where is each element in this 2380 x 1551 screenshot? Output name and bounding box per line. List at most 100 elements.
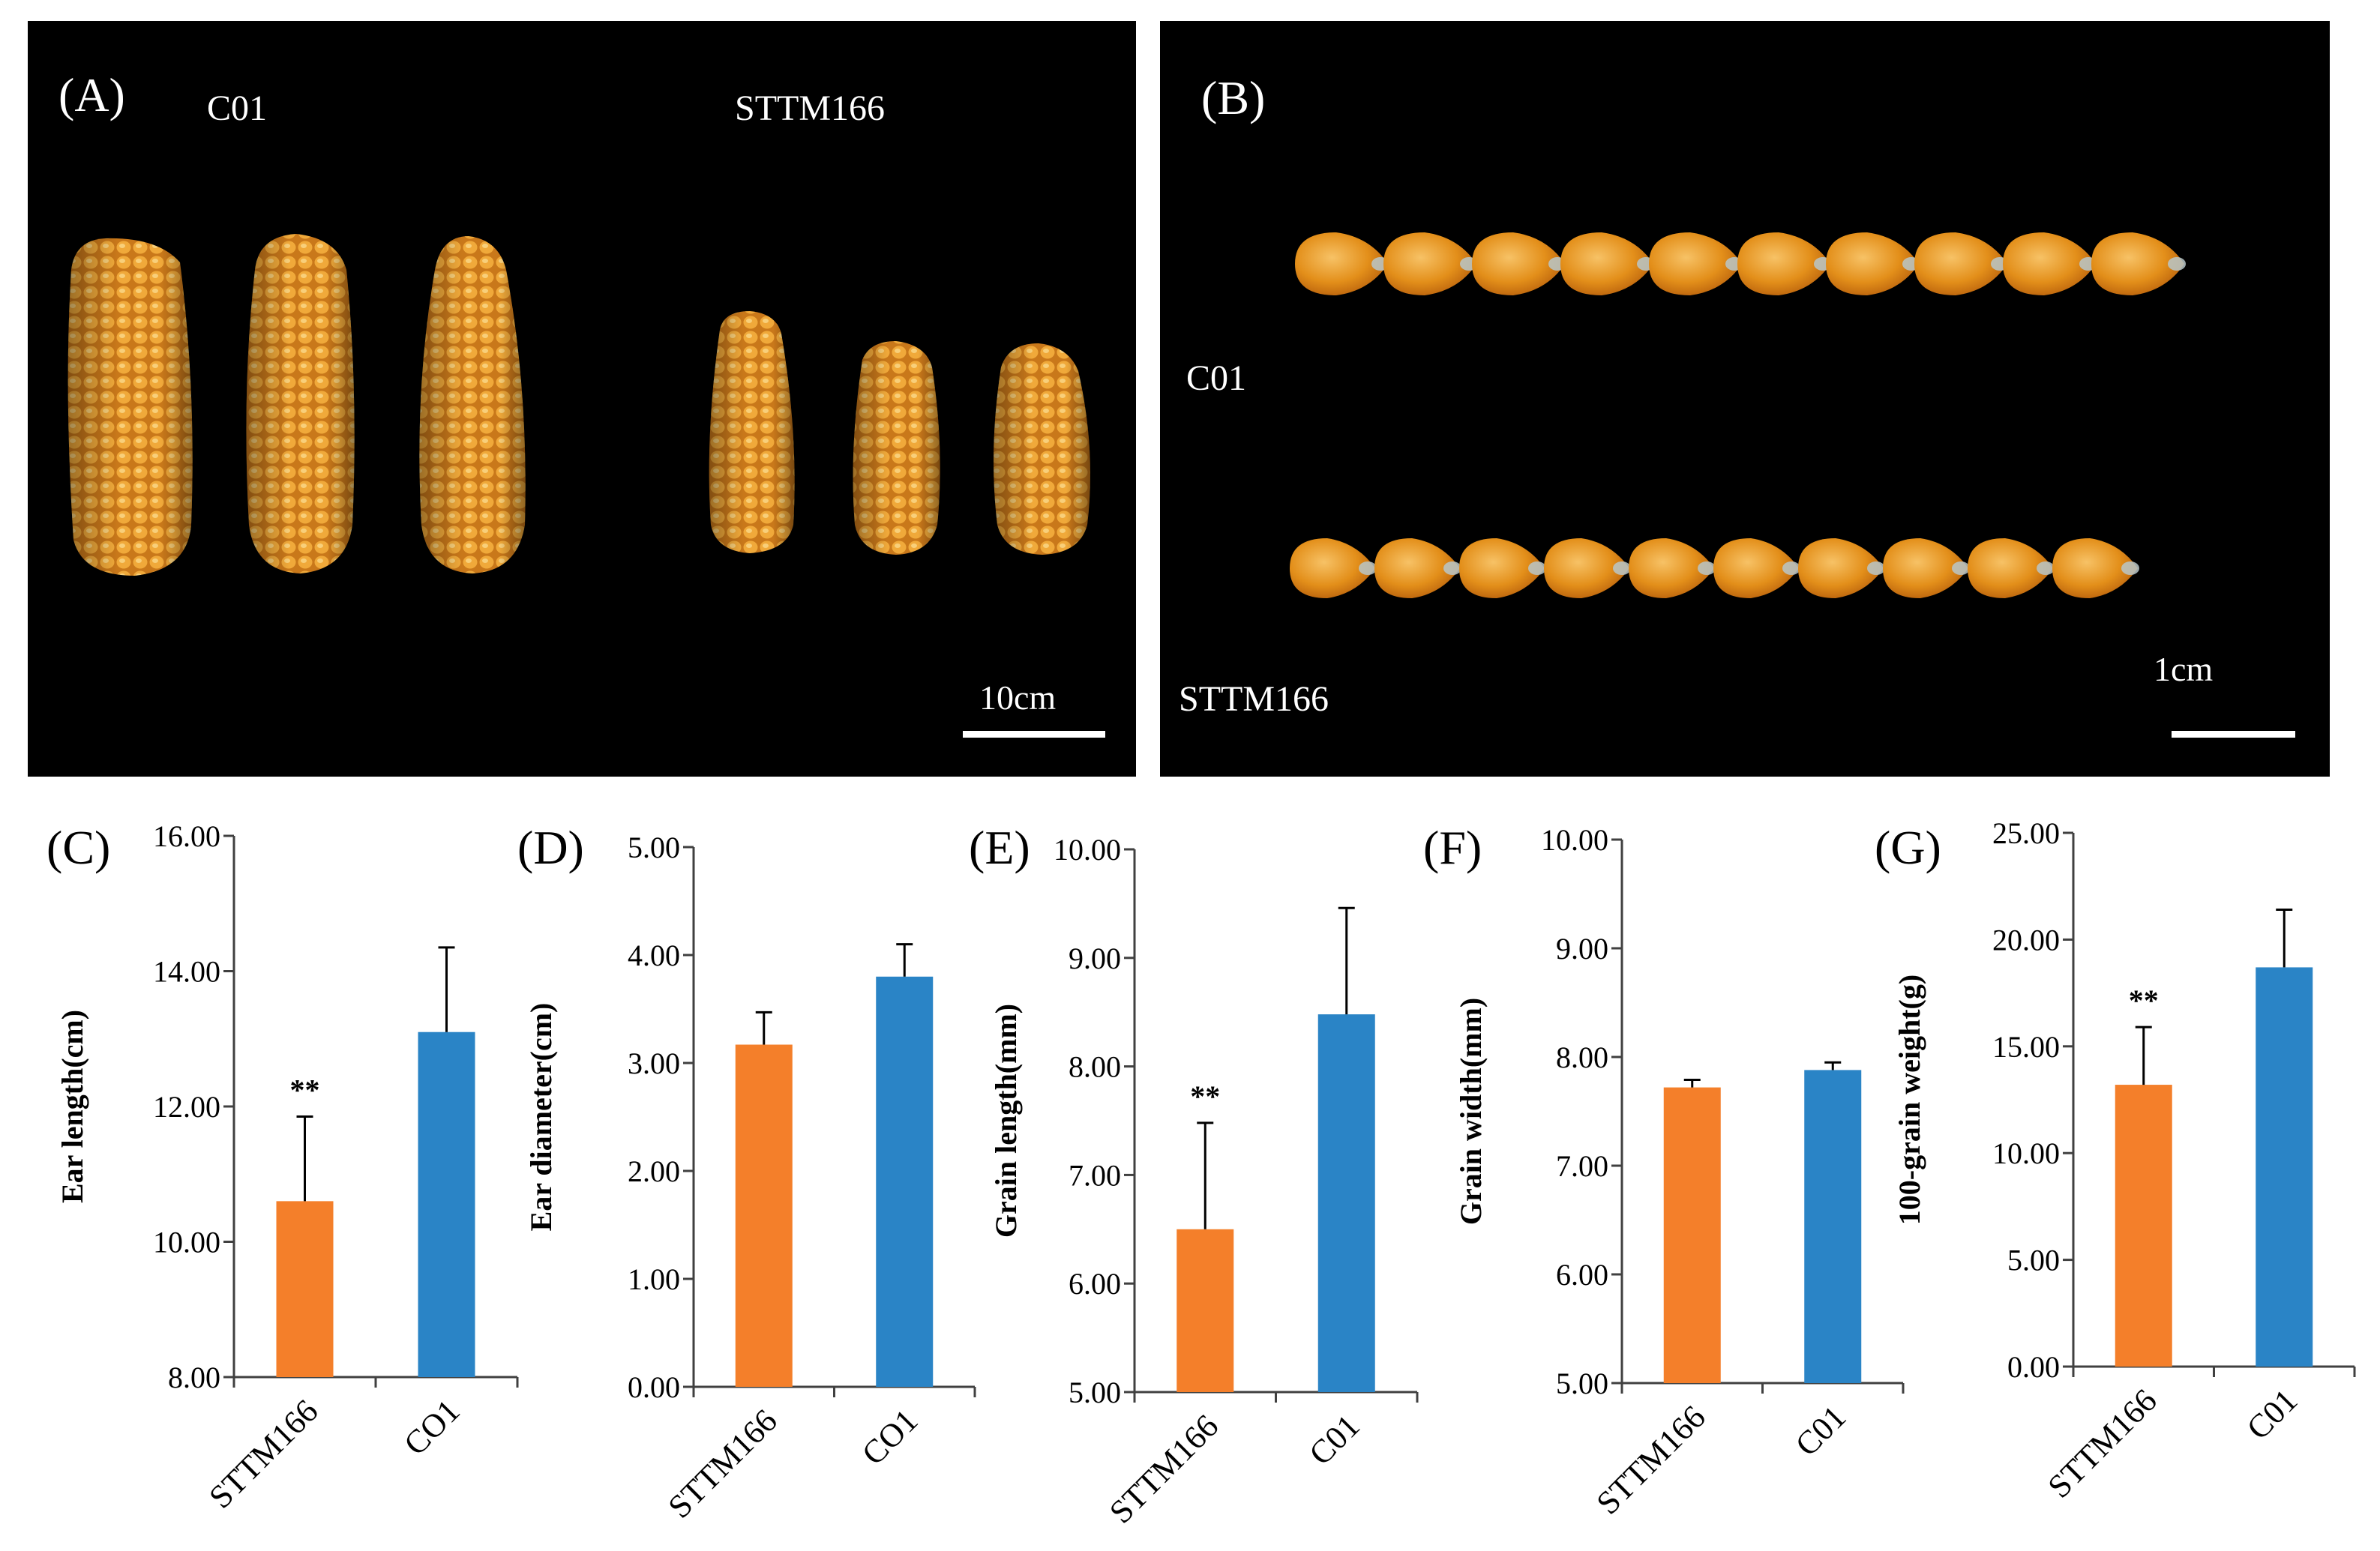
chart-c: (C) 8.00 10.00 12.00 14.00 16.00 Ear length(cm… [46, 819, 519, 1516]
y-tick-label: 14.00 [153, 955, 220, 989]
y-tick-label: 0.00 [628, 1370, 680, 1404]
y-tick-label: 12.00 [153, 1090, 220, 1124]
y-tick-label: 5.00 [1556, 1367, 1608, 1400]
c01-kernel-1 [1295, 232, 1389, 295]
y-tick-label: 7.00 [1556, 1149, 1608, 1183]
panel-a-group-c01: C01 [207, 88, 267, 128]
y-tick-label: 5.00 [628, 831, 680, 864]
corn-cob-c01-1 [67, 238, 193, 576]
panel-a-scale-label: 10cm [979, 678, 1056, 717]
c01-kernel-7 [1826, 232, 1920, 295]
panel-b-photo [1160, 21, 2330, 777]
x-category-label: CO1 [397, 1392, 466, 1462]
c01-kernel-4 [1560, 232, 1655, 295]
y-tick-label: 10.00 [1054, 833, 1121, 867]
chart-g: (G) 0.00 5.00 10.00 15.00 20.00 25.00 100-grain… [1875, 816, 2356, 1505]
x-category-label: C01 [1788, 1398, 1854, 1463]
y-tick-label: 5.00 [2007, 1244, 2060, 1277]
panel-b-label: (B) [1201, 71, 1265, 124]
bar-charts: (C) 8.00 10.00 12.00 14.00 16.00 Ear length(cm… [46, 816, 2356, 1531]
bar-sttm166 [1663, 1087, 1721, 1383]
chart-panel-label: (C) [46, 821, 110, 874]
sttm166-kernel-4 [1544, 538, 1631, 598]
corn-cob-c01-3 [419, 236, 526, 573]
y-axis-title: Grain length(mm) [989, 1004, 1023, 1238]
x-category-label: STTM166 [1590, 1398, 1713, 1521]
bar-sttm166 [1177, 1229, 1234, 1392]
bar-co1 [418, 1032, 475, 1377]
kernel-row-c01 [1295, 232, 2186, 295]
y-axis-title: 100-grain weight(g) [1893, 975, 1926, 1225]
c01-kernel-5 [1649, 232, 1743, 295]
y-axis-title: Ear length(cm) [55, 1010, 89, 1203]
bar-c01 [1804, 1070, 1862, 1383]
y-axis-title: Grain width(mm) [1454, 998, 1488, 1225]
x-category-label: C01 [2240, 1382, 2305, 1447]
bar-co1 [876, 976, 934, 1387]
y-tick-label: 6.00 [1069, 1267, 1121, 1301]
sttm166-kernel-1 [1290, 538, 1377, 598]
panel-a-label: (A) [58, 68, 125, 121]
panel-b-scale-bar [2172, 731, 2295, 738]
chart-panel-label: (D) [517, 821, 584, 874]
y-tick-label: 10.00 [1992, 1136, 2060, 1170]
sttm166-kernel-2 [1374, 538, 1461, 598]
y-tick-label: 16.00 [153, 819, 220, 853]
y-tick-label: 3.00 [628, 1046, 680, 1080]
c01-kernel-8 [1914, 232, 2009, 295]
y-tick-label: 9.00 [1556, 932, 1608, 966]
y-tick-label: 1.00 [628, 1262, 680, 1296]
y-tick-label: 15.00 [1992, 1030, 2060, 1064]
y-axis-title: Ear diameter(cm) [524, 1003, 558, 1232]
significance-marker: ** [290, 1073, 320, 1107]
bar-c01 [1317, 1014, 1375, 1392]
panel-a-scale-bar [963, 731, 1105, 738]
y-tick-label: 10.00 [1541, 823, 1608, 857]
y-tick-label: 9.00 [1069, 942, 1121, 975]
panel-a-group-sttm166: STTM166 [735, 88, 885, 128]
chart-panel-label: (E) [969, 821, 1030, 874]
chart-e: (E) 5.00 6.00 7.00 8.00 9.00 10.00 Grain length… [969, 821, 1419, 1531]
panel-a-photo [28, 21, 1136, 777]
y-tick-label: 5.00 [1069, 1376, 1121, 1409]
x-category-label: STTM166 [202, 1392, 325, 1515]
y-tick-label: 6.00 [1556, 1258, 1608, 1292]
sttm166-kernel-8 [1883, 538, 1970, 598]
y-tick-label: 8.00 [1069, 1050, 1121, 1084]
bar-sttm166 [735, 1044, 793, 1387]
chart-panel-label: (F) [1423, 821, 1482, 874]
chart-panel-label: (G) [1875, 821, 1941, 874]
sttm166-kernel-5 [1629, 538, 1716, 598]
x-category-label: C01 [1302, 1407, 1367, 1472]
y-tick-label: 25.00 [1992, 816, 2060, 850]
c01-kernel-10 [2091, 232, 2186, 295]
y-tick-label: 2.00 [628, 1154, 680, 1188]
y-tick-label: 8.00 [1556, 1040, 1608, 1074]
significance-marker: ** [1190, 1079, 1220, 1113]
corn-cob-sttm166-3 [994, 343, 1090, 555]
sttm166-kernel-6 [1713, 538, 1800, 598]
c01-kernel-3 [1472, 232, 1566, 295]
corn-cob-sttm166-1 [709, 311, 795, 553]
y-tick-label: 10.00 [153, 1226, 220, 1259]
y-tick-label: 8.00 [168, 1361, 220, 1394]
x-category-label: CO1 [855, 1402, 925, 1472]
x-category-label: STTM166 [661, 1402, 784, 1525]
y-tick-label: 0.00 [2007, 1350, 2060, 1384]
c01-kernel-9 [2003, 232, 2097, 295]
kernel-row-sttm166 [1290, 538, 2139, 598]
significance-marker: ** [2129, 984, 2159, 1017]
x-category-label: STTM166 [2041, 1382, 2164, 1505]
panel-b-scale-label: 1cm [2154, 650, 2213, 688]
bar-c01 [2256, 967, 2313, 1367]
bar-sttm166 [2115, 1085, 2172, 1367]
sttm166-kernel-10 [2052, 538, 2139, 598]
sttm166-kernel-7 [1798, 538, 1885, 598]
panel-b-row-sttm166: STTM166 [1179, 679, 1329, 719]
bar-sttm166 [276, 1201, 334, 1377]
x-category-label: STTM166 [1102, 1407, 1225, 1530]
y-tick-label: 7.00 [1069, 1158, 1121, 1192]
c01-kernel-2 [1383, 232, 1478, 295]
y-tick-label: 20.00 [1992, 923, 2060, 957]
